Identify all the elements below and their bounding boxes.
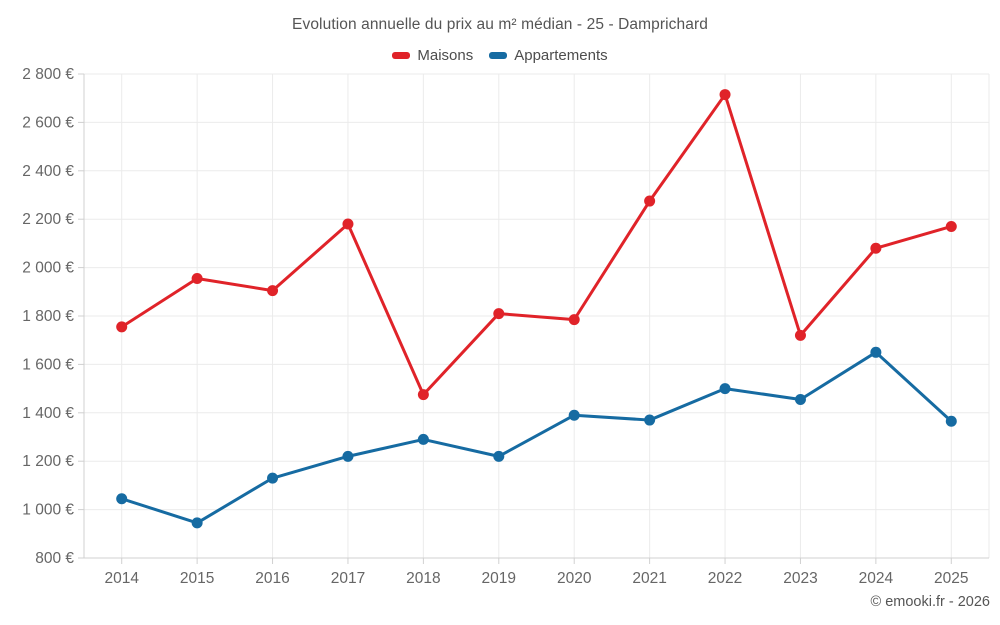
data-point-appartements-2019[interactable] (493, 450, 505, 462)
y-axis-tick-label: 2 200 € (22, 211, 74, 228)
chart-title: Evolution annuelle du prix au m² médian … (292, 16, 708, 33)
data-point-appartements-2022[interactable] (719, 383, 731, 395)
x-axis-tick-label: 2019 (482, 570, 516, 587)
x-axis-tick-label: 2014 (104, 570, 139, 587)
data-point-maisons-2022[interactable] (719, 89, 731, 101)
maisons-series-swatch-icon (392, 52, 411, 59)
x-axis-tick-label: 2020 (557, 570, 592, 587)
data-point-maisons-2017[interactable] (342, 218, 354, 230)
legend-item-appartements[interactable]: Appartements (489, 47, 608, 64)
data-point-maisons-2018[interactable] (417, 389, 429, 401)
data-point-appartements-2018[interactable] (417, 433, 429, 445)
legend-item-maisons[interactable]: Maisons (392, 47, 473, 64)
y-axis-tick-label: 1 200 € (22, 453, 74, 470)
data-point-appartements-2025[interactable] (945, 415, 957, 427)
data-point-maisons-2023[interactable] (794, 329, 806, 341)
legend-label-appartements: Appartements (514, 47, 608, 64)
data-point-appartements-2016[interactable] (267, 472, 279, 484)
data-point-appartements-2023[interactable] (794, 393, 806, 405)
data-point-appartements-2015[interactable] (191, 517, 203, 529)
y-axis-tick-label: 2 400 € (22, 163, 74, 180)
data-point-appartements-2014[interactable] (116, 493, 128, 505)
y-axis-tick-label: 2 800 € (22, 66, 74, 83)
legend: Maisons Appartements (0, 47, 1000, 64)
data-point-maisons-2016[interactable] (267, 285, 279, 297)
x-axis-tick-label: 2017 (331, 570, 365, 587)
x-axis-tick-label: 2023 (783, 570, 817, 587)
data-point-maisons-2020[interactable] (568, 314, 580, 326)
appartements-series-swatch-icon (489, 52, 508, 59)
data-point-maisons-2024[interactable] (870, 242, 882, 254)
y-axis-tick-label: 1 800 € (22, 308, 74, 325)
legend-label-maisons: Maisons (417, 47, 474, 64)
copyright: © emooki.fr - 2026 (870, 594, 990, 610)
data-point-appartements-2017[interactable] (342, 450, 354, 462)
y-axis-tick-label: 1 400 € (22, 405, 74, 422)
data-point-maisons-2019[interactable] (493, 308, 505, 320)
y-axis-tick-label: 2 600 € (22, 114, 74, 131)
data-point-appartements-2020[interactable] (568, 409, 580, 421)
x-axis-tick-label: 2022 (708, 570, 742, 587)
x-axis-tick-label: 2015 (180, 570, 214, 587)
data-point-appartements-2021[interactable] (644, 414, 656, 426)
series-line-maisons (120, 93, 953, 397)
y-axis-tick-label: 1 600 € (22, 356, 74, 373)
data-point-maisons-2021[interactable] (644, 195, 656, 207)
data-point-appartements-2024[interactable] (870, 346, 882, 358)
data-point-maisons-2025[interactable] (945, 220, 957, 232)
y-axis-tick-label: 2 000 € (22, 260, 74, 277)
y-axis-tick-label: 1 000 € (22, 502, 74, 519)
x-axis-tick-label: 2024 (859, 570, 894, 587)
x-axis-tick-label: 2021 (632, 570, 666, 587)
x-axis-tick-label: 2016 (255, 570, 289, 587)
x-axis-tick-label: 2025 (934, 570, 968, 587)
series-line-appartements (120, 350, 953, 525)
data-point-maisons-2014[interactable] (116, 321, 128, 333)
data-point-maisons-2015[interactable] (191, 272, 203, 284)
y-axis-tick-label: 800 € (35, 550, 74, 567)
x-axis-tick-label: 2018 (406, 570, 440, 587)
